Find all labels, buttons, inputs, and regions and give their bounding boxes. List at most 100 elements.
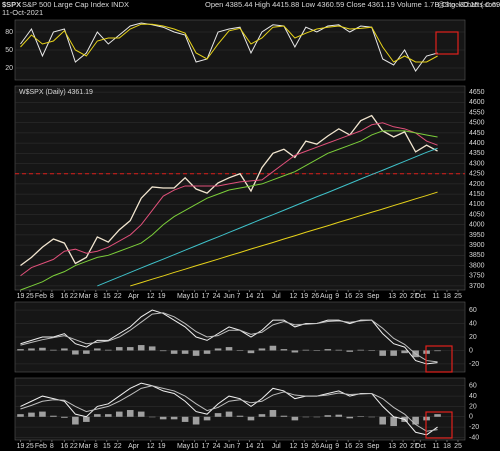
x-tick-label: May <box>177 293 191 300</box>
histogram-bar <box>291 350 299 353</box>
histogram-bar <box>203 350 211 354</box>
histogram-bar <box>83 350 90 354</box>
x-tick-label: Jul <box>272 293 281 300</box>
x-tick-label: 24 <box>213 293 221 300</box>
x-tick-label: 22 <box>70 443 78 450</box>
histogram-bar <box>302 349 310 351</box>
x-tick-label: 19 <box>300 443 308 450</box>
x-tick-label: 8 <box>50 443 54 450</box>
y-tick-label: 20 <box>469 403 477 410</box>
x-tick-label: 25 <box>454 293 462 300</box>
histogram-bar <box>94 348 101 351</box>
x-tick-label: Oct <box>415 293 426 300</box>
x-tick-label: 13 <box>388 293 396 300</box>
x-tick-label: Feb <box>35 443 47 450</box>
histogram-bar <box>61 348 68 351</box>
histogram-bar <box>148 416 156 418</box>
histogram-bar <box>236 350 244 351</box>
histogram-bar <box>181 416 189 422</box>
y-tick-label: 20 <box>469 334 477 341</box>
series-line <box>20 130 438 291</box>
histogram-bar <box>50 415 57 417</box>
x-tick-label: 24 <box>213 443 221 450</box>
x-tick-label: 14 <box>246 443 254 450</box>
y-tick-label: 60 <box>469 383 477 390</box>
x-tick-label: Oct <box>415 443 426 450</box>
x-tick-label: 22 <box>114 293 122 300</box>
y-tick-label: 4600 <box>469 99 485 106</box>
histogram-bar <box>434 350 441 352</box>
y-tick-label: 4250 <box>469 171 485 178</box>
histogram-bar <box>335 414 343 417</box>
symbol: $SPX <box>2 0 21 9</box>
x-tick-label: Jun <box>223 293 234 300</box>
y-tick-label: 80 <box>5 29 13 36</box>
y-tick-label: 4050 <box>469 211 485 218</box>
series-line <box>20 385 438 432</box>
x-tick-label: Aug <box>320 443 333 450</box>
x-tick-label: 23 <box>355 293 363 300</box>
histogram-bar <box>72 350 79 355</box>
quote: Open 4385.44 High 4415.88 Low 4360.59 Cl… <box>205 0 500 9</box>
date: 11-Oct-2021 <box>2 8 43 17</box>
x-tick-label: 21 <box>257 293 265 300</box>
highlight-box <box>425 345 453 373</box>
histogram-bar <box>192 350 200 356</box>
histogram-bar <box>181 350 189 354</box>
histogram-bar <box>137 345 145 351</box>
x-tick-label: 26 <box>311 443 319 450</box>
histogram-bar <box>258 348 266 351</box>
x-tick-label: 10 <box>191 443 199 450</box>
y-tick-label: 4400 <box>469 140 485 147</box>
histogram-bar <box>115 347 123 351</box>
x-tick-label: 17 <box>202 293 210 300</box>
histogram-bar <box>247 350 255 354</box>
histogram-bar <box>291 416 299 421</box>
histogram-bar <box>368 350 375 351</box>
y-tick-label: 50 <box>5 47 13 54</box>
x-tick-label: Mar <box>79 293 92 300</box>
histogram-bar <box>324 415 332 417</box>
x-tick-label: 15 <box>103 443 111 450</box>
x-tick-label: 22 <box>114 443 122 450</box>
y-tick-label: 3700 <box>469 283 485 290</box>
histogram-bar <box>126 410 134 417</box>
watermark: @StockCharts.com <box>438 2 499 9</box>
histogram-bar <box>170 350 178 354</box>
x-tick-label: 16 <box>60 293 68 300</box>
histogram-bar <box>346 416 354 419</box>
histogram-bar <box>28 348 35 351</box>
histogram-bar <box>379 350 386 356</box>
x-tick-label: 10 <box>191 293 199 300</box>
x-tick-label: 15 <box>103 293 111 300</box>
y-tick-label: 0 <box>469 414 473 421</box>
x-tick-label: 21 <box>257 443 265 450</box>
histogram-bar <box>368 416 375 418</box>
highlight-box <box>425 411 453 439</box>
x-tick-label: 18 <box>443 443 451 450</box>
histogram-bar <box>412 416 419 425</box>
histogram-bar <box>115 411 123 417</box>
histogram-bar <box>236 415 244 417</box>
y-tick-label: 4550 <box>469 109 485 116</box>
histogram-bar <box>346 350 354 352</box>
x-tick-label: Sep <box>367 443 380 450</box>
x-tick-label: 12 <box>289 443 297 450</box>
histogram-bar <box>225 411 233 417</box>
histogram-bar <box>214 413 222 417</box>
x-tick-label: 16 <box>344 293 352 300</box>
x-tick-label: 26 <box>311 293 319 300</box>
y-tick-label: 4200 <box>469 181 485 188</box>
y-tick-label: 3950 <box>469 232 485 239</box>
x-tick-label: Sep <box>367 293 380 300</box>
x-tick-label: 25 <box>26 443 34 450</box>
series-line <box>20 114 438 267</box>
x-tick-label: 16 <box>60 443 68 450</box>
histogram-bar <box>357 416 365 417</box>
x-tick-label: 20 <box>399 443 407 450</box>
histogram-bar <box>280 349 288 351</box>
histogram-bar <box>39 347 46 351</box>
y-tick-label: -20 <box>469 424 479 431</box>
x-tick-label: 27 <box>410 293 418 300</box>
